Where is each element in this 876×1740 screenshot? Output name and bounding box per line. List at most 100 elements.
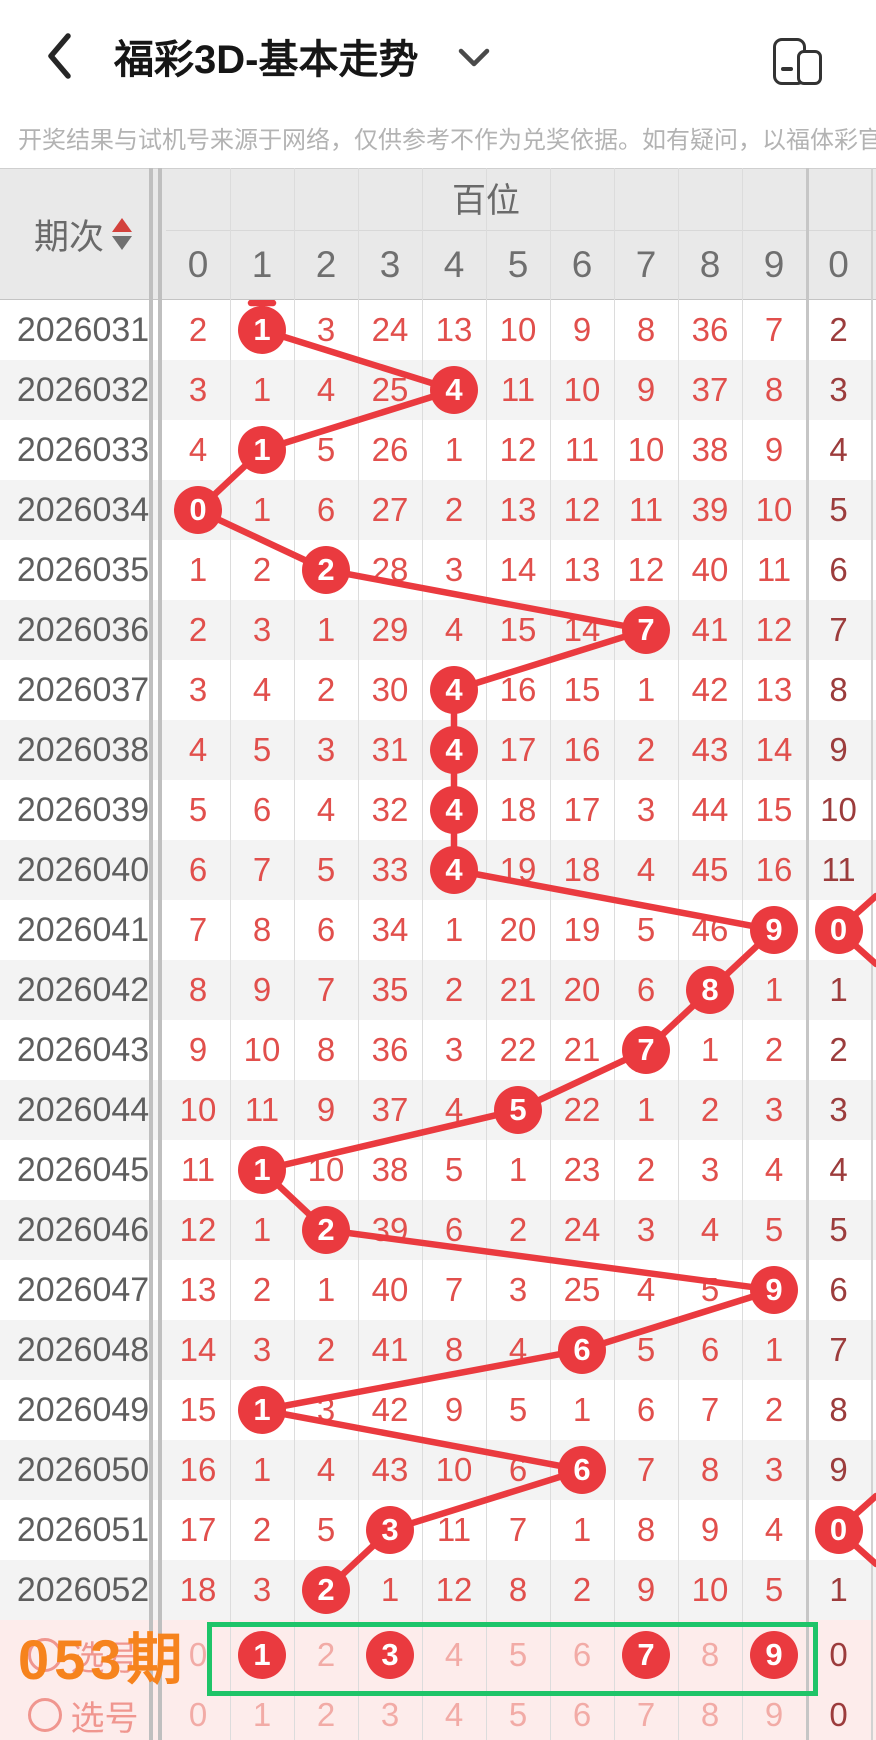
miss-cell: 32 bbox=[371, 791, 409, 828]
miss-cell: 15 bbox=[755, 791, 793, 828]
table-body: 2026031 2 1 3 24 13 10 9 8 36 7 2 2026032 3 1 4 25 4 11 10 9… bbox=[0, 300, 876, 1620]
miss-cell: 3 bbox=[316, 311, 336, 348]
radio-icon[interactable] bbox=[27, 1638, 62, 1672]
select-number-cell[interactable]: 3 bbox=[358, 1620, 422, 1690]
back-icon[interactable] bbox=[44, 32, 74, 80]
select-label[interactable]: 选号 bbox=[0, 1620, 166, 1690]
select-number-cell[interactable]: 4 bbox=[444, 1696, 464, 1733]
select-number-cell[interactable]: 3 bbox=[380, 1696, 400, 1733]
column-divider bbox=[741, 168, 743, 1740]
miss-cell: 10 bbox=[435, 1451, 473, 1488]
miss-cell: 1 bbox=[188, 551, 208, 588]
table-row: 2026049 15 1 3 42 9 5 1 6 7 2 8 bbox=[0, 1380, 876, 1440]
period-cell: 2026043 bbox=[16, 1030, 150, 1069]
select-number-cell[interactable]: 5 bbox=[508, 1696, 528, 1733]
multi-window-icon[interactable] bbox=[773, 38, 823, 86]
tens-miss-cell: 10 bbox=[820, 791, 857, 828]
circled-number: 9 bbox=[750, 1266, 798, 1314]
selection-row: 选号 0 1 2 3 4 5 6 7 8 9 0 bbox=[0, 1620, 876, 1690]
miss-cell: 14 bbox=[499, 551, 537, 588]
select-number-cell[interactable]: 9 bbox=[742, 1620, 806, 1690]
miss-cell: 21 bbox=[563, 1031, 601, 1068]
column-divider bbox=[293, 168, 295, 1740]
miss-cell: 9 bbox=[742, 900, 806, 960]
select-number-cell[interactable]: 0 bbox=[188, 1696, 208, 1733]
miss-cell: 38 bbox=[691, 431, 729, 468]
miss-cell: 16 bbox=[755, 851, 793, 888]
select-label[interactable]: 选号 bbox=[0, 1690, 166, 1740]
select-number-cell[interactable]: 6 bbox=[572, 1636, 592, 1673]
miss-cell: 10 bbox=[307, 1151, 345, 1188]
chevron-down-icon[interactable] bbox=[458, 48, 490, 68]
miss-cell: 31 bbox=[371, 731, 409, 768]
miss-cell: 4 bbox=[764, 1511, 784, 1548]
select-number-cell[interactable]: 6 bbox=[572, 1696, 592, 1733]
miss-cell: 15 bbox=[499, 611, 537, 648]
selected-number: 9 bbox=[750, 1631, 798, 1679]
miss-cell: 5 bbox=[252, 731, 272, 768]
select-number-cell[interactable]: 7 bbox=[636, 1696, 656, 1733]
miss-cell: 1 bbox=[444, 431, 464, 468]
miss-cell: 1 bbox=[252, 1451, 272, 1488]
select-number-cell[interactable]: 0 bbox=[829, 1636, 848, 1673]
period-cell: 2026045 bbox=[16, 1150, 150, 1189]
miss-cell: 2 bbox=[636, 731, 656, 768]
miss-cell: 4 bbox=[252, 671, 272, 708]
miss-cell: 5 bbox=[316, 1511, 336, 1548]
page-title: 福彩3D-基本走势 bbox=[114, 38, 419, 82]
tens-miss-cell: 7 bbox=[829, 611, 848, 648]
period-sort-header[interactable]: 期次 bbox=[0, 168, 166, 300]
select-number-cell[interactable]: 1 bbox=[230, 1620, 294, 1690]
select-number-cell[interactable]: 2 bbox=[316, 1696, 336, 1733]
miss-cell: 14 bbox=[563, 611, 601, 648]
miss-cell: 14 bbox=[755, 731, 793, 768]
circled-number: 6 bbox=[558, 1326, 606, 1374]
miss-cell: 3 bbox=[252, 1331, 272, 1368]
miss-cell: 5 bbox=[636, 911, 656, 948]
column-divider bbox=[357, 168, 359, 1740]
right-edge-line bbox=[871, 168, 873, 1740]
select-number-cell[interactable]: 1 bbox=[252, 1696, 272, 1733]
circled-number: 1 bbox=[238, 426, 286, 474]
select-number-cell[interactable]: 0 bbox=[829, 1696, 848, 1733]
tens-miss-cell: 3 bbox=[829, 371, 848, 408]
select-number-cell[interactable]: 5 bbox=[508, 1636, 528, 1673]
miss-cell: 4 bbox=[316, 371, 336, 408]
miss-cell: 25 bbox=[371, 371, 409, 408]
radio-icon[interactable] bbox=[27, 1698, 62, 1732]
miss-cell: 4 bbox=[764, 1151, 784, 1188]
miss-cell: 3 bbox=[636, 1211, 656, 1248]
select-number-cell[interactable]: 7 bbox=[614, 1620, 678, 1690]
miss-cell: 1 bbox=[636, 671, 656, 708]
select-number-cell[interactable]: 0 bbox=[188, 1636, 208, 1673]
miss-cell: 13 bbox=[179, 1271, 217, 1308]
table-row: 2026041 7 8 6 34 1 20 19 5 46 9 0 bbox=[0, 900, 876, 960]
select-number-cell[interactable]: 8 bbox=[700, 1696, 720, 1733]
miss-cell: 7 bbox=[614, 1020, 678, 1080]
miss-cell: 41 bbox=[371, 1331, 409, 1368]
miss-cell: 1 bbox=[252, 491, 272, 528]
select-number-cell[interactable]: 9 bbox=[764, 1696, 784, 1733]
select-number-cell[interactable]: 4 bbox=[444, 1636, 464, 1673]
tens-miss-cell: 0 bbox=[806, 1500, 871, 1560]
circled-number: 0 bbox=[814, 906, 863, 954]
select-number-cell[interactable]: 8 bbox=[700, 1636, 720, 1673]
table-row: 2026045 11 1 10 38 5 1 23 2 3 4 4 bbox=[0, 1140, 876, 1200]
miss-cell: 17 bbox=[499, 731, 537, 768]
miss-cell: 11 bbox=[244, 1091, 280, 1128]
tens-miss-cell: 5 bbox=[829, 1211, 848, 1248]
miss-cell: 1 bbox=[316, 611, 336, 648]
miss-cell: 33 bbox=[371, 851, 409, 888]
miss-cell: 3 bbox=[358, 1500, 422, 1560]
miss-cell: 9 bbox=[444, 1391, 464, 1428]
miss-cell: 36 bbox=[371, 1031, 409, 1068]
period-cell: 2026039 bbox=[16, 790, 150, 829]
miss-cell: 3 bbox=[316, 731, 336, 768]
miss-cell: 6 bbox=[444, 1211, 464, 1248]
select-number-cell[interactable]: 2 bbox=[316, 1636, 336, 1673]
miss-cell: 4 bbox=[444, 1091, 464, 1128]
miss-cell: 13 bbox=[563, 551, 601, 588]
circled-number: 0 bbox=[174, 486, 222, 534]
digit-header-cell: 5 bbox=[507, 244, 529, 285]
